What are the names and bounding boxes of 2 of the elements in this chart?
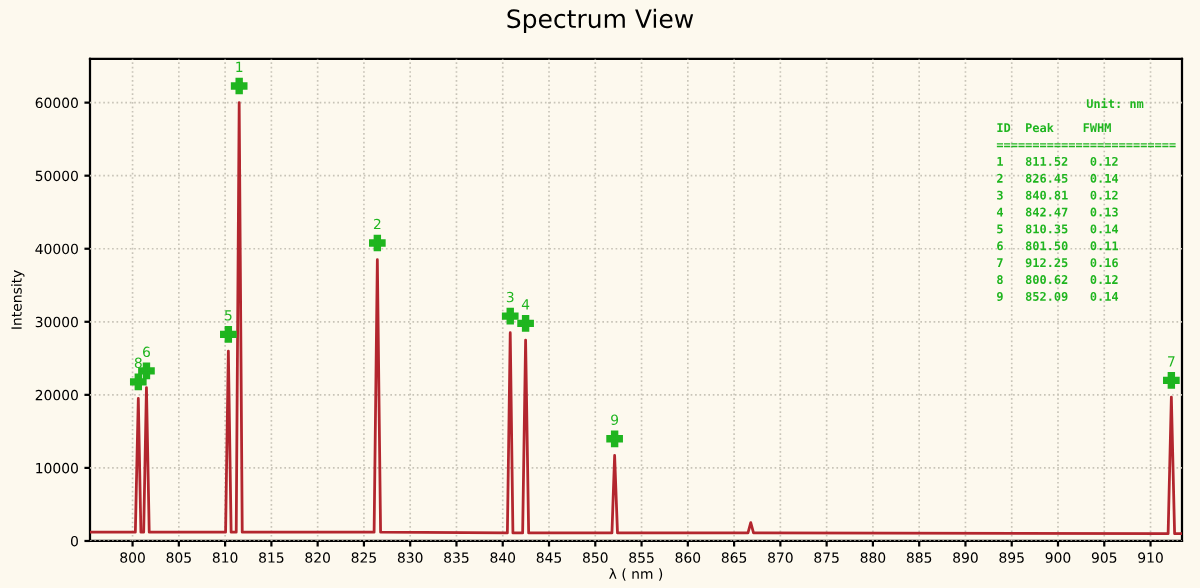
chart-title: Spectrum View	[507, 8, 694, 34]
line-series	[90, 101, 1182, 536]
